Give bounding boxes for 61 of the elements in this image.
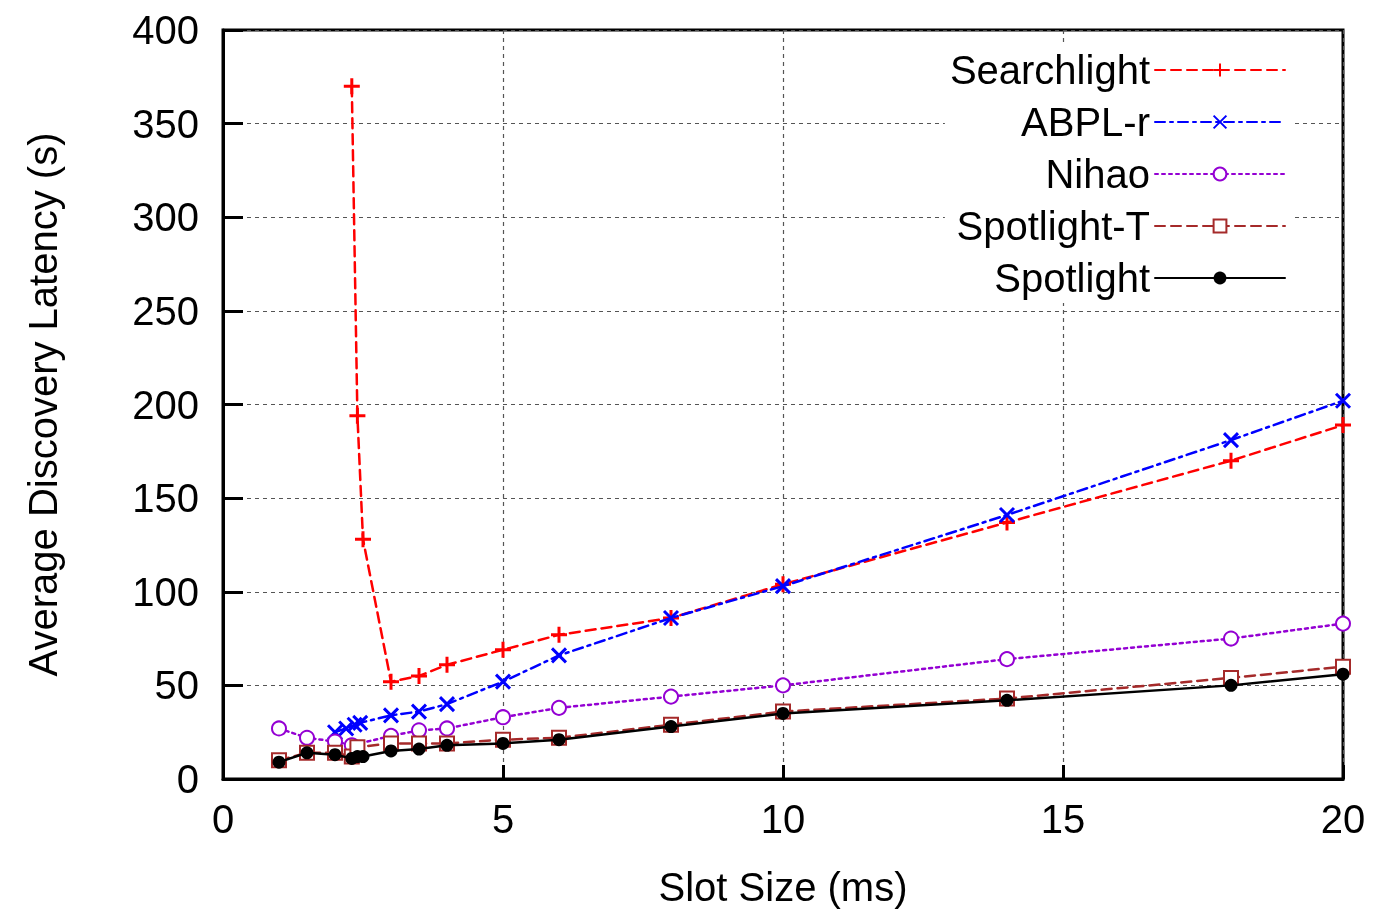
point: [346, 716, 364, 734]
point: [495, 709, 511, 726]
point: [999, 651, 1015, 668]
point: [664, 720, 678, 734]
point: [775, 677, 791, 694]
point: [493, 640, 513, 660]
point: [347, 406, 367, 426]
legend-label: Spotlight: [994, 256, 1150, 300]
y-tick-label: 150: [132, 476, 199, 521]
point: [1222, 431, 1240, 449]
y-tick-label: 0: [176, 757, 199, 801]
point: [342, 76, 362, 96]
point: [409, 666, 429, 686]
point: [437, 655, 457, 675]
point: [998, 506, 1016, 524]
point: [353, 529, 373, 549]
point: [1221, 451, 1241, 471]
point: [1336, 667, 1350, 681]
point: [351, 714, 369, 732]
point: [438, 695, 456, 713]
point: [494, 673, 512, 691]
y-tick-label: 250: [132, 288, 199, 333]
point: [381, 672, 401, 692]
y-tick-label: 100: [132, 569, 199, 614]
point: [1223, 630, 1239, 647]
point: [328, 748, 342, 762]
point: [1334, 392, 1352, 410]
y-tick-label: 350: [132, 101, 199, 146]
x-tick-label: 15: [1040, 797, 1086, 841]
point: [384, 744, 398, 758]
x-axis-title: Slot Size (ms): [658, 865, 908, 909]
point: [410, 703, 428, 721]
x-tick-label: 0: [211, 797, 235, 841]
point: [326, 723, 344, 741]
legend-label: Nihao: [1045, 152, 1150, 196]
y-tick-label: 400: [132, 8, 199, 52]
y-tick-label: 50: [154, 663, 199, 708]
point: [271, 720, 287, 737]
x-tick-label: 20: [1320, 797, 1366, 841]
legend-label: Spotlight-T: [956, 204, 1150, 248]
point: [549, 625, 569, 645]
point: [1333, 415, 1353, 435]
point: [663, 688, 679, 705]
x-tick-label: 5: [491, 797, 515, 841]
y-axis-title: Average Discovery Latency (s): [21, 132, 65, 677]
point: [496, 736, 510, 750]
x-tick-label: 10: [760, 797, 806, 841]
point: [552, 733, 566, 747]
point: [551, 699, 567, 716]
point: [1335, 615, 1351, 632]
point: [1224, 678, 1238, 692]
point: [299, 729, 315, 746]
point: [382, 706, 400, 724]
y-tick-label: 200: [132, 382, 199, 427]
point: [337, 719, 355, 737]
point: [412, 742, 426, 756]
legend-label: Searchlight: [949, 48, 1150, 92]
legend-label: ABPL-r: [1021, 100, 1150, 144]
y-tick-label: 300: [132, 195, 199, 240]
point: [550, 646, 568, 664]
point: [439, 720, 455, 737]
